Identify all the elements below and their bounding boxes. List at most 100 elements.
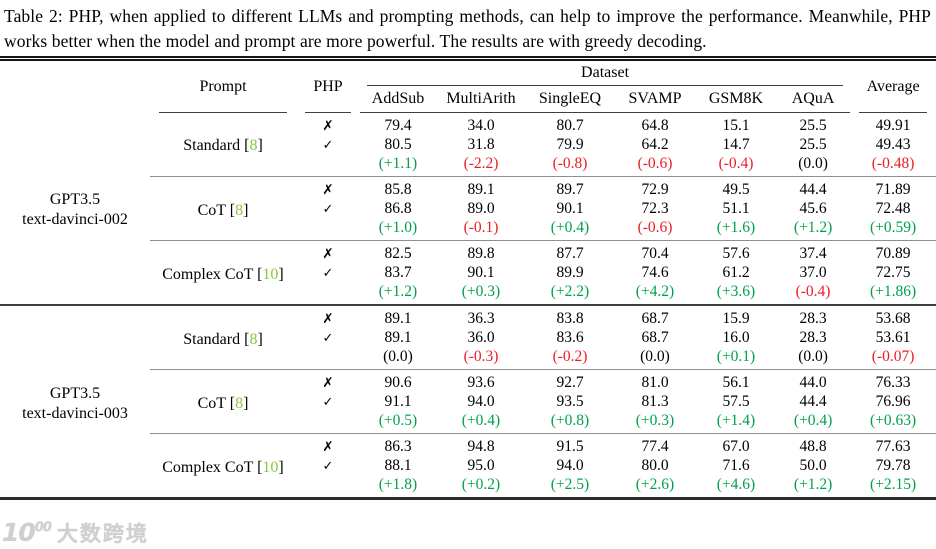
score-cell: 83.7 [384, 264, 412, 281]
score-cell: 89.0 [467, 200, 495, 217]
score-cell: 76.33 [850, 369, 936, 392]
delta-cell: (+1.1) [378, 155, 418, 172]
score-cell: 61.2 [722, 264, 750, 281]
delta-cell: (+1.4) [716, 412, 756, 429]
delta-cell: (0.0) [640, 348, 670, 365]
col-header-multiarith: MultiArith [436, 85, 526, 113]
score-cell: 74.6 [641, 264, 669, 281]
delta-cell: (+1.2) [793, 219, 833, 236]
delta-cell: (+0.4) [550, 219, 590, 236]
score-cell: 70.4 [614, 240, 696, 263]
citation-ref: 8 [249, 137, 258, 155]
delta-cell: (-0.4) [718, 155, 754, 172]
delta-cell: (-0.6) [637, 219, 673, 236]
score-cell: 37.4 [776, 240, 851, 263]
score-cell: 77.63 [850, 433, 936, 456]
delta-cell: (-0.2) [552, 348, 588, 365]
table-row: CoT [8] ✗ 85.8 89.1 89.7 72.9 49.5 44.4 71.89 [0, 176, 936, 241]
score-cell: 83.8 [526, 304, 614, 328]
table-row: ✓ 88.1 95.0 94.0 80.0 71.6 50.0 79.78 [0, 456, 936, 476]
col-header-average: Average [850, 58, 936, 113]
table-row: ✓ 91.1 94.0 93.5 81.3 57.5 44.4 76.96 [0, 392, 936, 412]
php-empty-cell [296, 412, 360, 434]
score-cell: 68.7 [641, 329, 669, 346]
table-row: GPT3.5 text-davinci-002 Standard [8] ✗ 79.4 3… [0, 113, 936, 229]
table-body: GPT3.5 text-davinci-002 Standard [8] ✗ 79.4 3… [0, 113, 936, 499]
score-cell: 89.1 [384, 329, 412, 346]
delta-cell: (-2.2) [463, 155, 499, 172]
score-cell: 91.5 [526, 433, 614, 456]
php-empty-cell [296, 283, 360, 305]
delta-cell: (+2.5) [550, 476, 590, 493]
score-cell: 57.5 [722, 393, 750, 410]
score-cell: 71.6 [722, 457, 750, 474]
delta-cell: (-0.8) [552, 155, 588, 172]
score-cell: 15.9 [696, 304, 776, 328]
table-row: Complex CoT [10] ✗ 86.3 94.8 91.5 77.4 67.0 48.… [0, 433, 936, 499]
score-cell: 94.8 [436, 433, 526, 456]
cross-icon: ✗ [296, 304, 360, 328]
score-cell: 44.4 [799, 393, 827, 410]
delta-cell: (+0.8) [550, 412, 590, 429]
citation-ref: 10 [262, 458, 279, 476]
delta-cell: (+1.2) [793, 476, 833, 493]
delta-cell: (+0.63) [869, 412, 917, 429]
table-row: GPT3.5 text-davinci-003 Standard [8] ✗ 89.1 3… [0, 304, 936, 499]
delta-cell: (+1.8) [378, 476, 418, 493]
check-icon: ✓ [322, 330, 334, 346]
delta-cell: (-0.6) [637, 155, 673, 172]
score-cell: 31.8 [467, 136, 495, 153]
delta-cell: (-0.4) [795, 283, 831, 300]
delta-cell: (+2.2) [550, 283, 590, 300]
score-cell: 82.5 [360, 240, 436, 263]
table-row: (+1.2) (+0.3) (+2.2) (+4.2) (+3.6) (-0.4) (+1.… [0, 283, 936, 305]
prompt-label: CoT [8] [150, 369, 296, 434]
prompt-label: CoT [8] [150, 176, 296, 241]
table-row: (0.0) (-0.3) (-0.2) (0.0) (+0.1) (0.0) (-0.07) [0, 348, 936, 370]
cross-icon: ✗ [296, 176, 360, 199]
citation-ref: 8 [235, 201, 244, 219]
score-cell: 76.96 [875, 393, 911, 410]
score-cell: 53.68 [850, 304, 936, 328]
score-cell: 16.0 [722, 329, 750, 346]
prompt-label: Standard [8] [150, 304, 296, 370]
cross-icon: ✗ [322, 117, 334, 134]
col-header-dataset: Dataset [360, 58, 851, 86]
delta-cell: (-0.1) [463, 219, 499, 236]
results-table: Prompt PHP Dataset Average AddSub MultiA… [0, 56, 936, 500]
score-cell: 91.1 [384, 393, 412, 410]
score-cell: 89.7 [526, 176, 614, 199]
table-caption: Table 2: PHP, when applied to different … [4, 6, 931, 51]
score-cell: 89.1 [360, 304, 436, 328]
delta-cell: (+0.5) [378, 412, 418, 429]
watermark: 1000 大数跨境 [2, 518, 149, 548]
col-header-aqua: AQuA [776, 85, 851, 113]
score-cell: 28.3 [776, 304, 851, 328]
score-cell: 81.0 [614, 369, 696, 392]
php-empty-cell [296, 348, 360, 370]
score-cell: 86.8 [384, 200, 412, 217]
score-cell: 67.0 [696, 433, 776, 456]
score-cell: 50.0 [799, 457, 827, 474]
score-cell: 72.75 [875, 264, 911, 281]
score-cell: 64.2 [641, 136, 669, 153]
php-empty-cell [296, 219, 360, 241]
citation-ref: 10 [262, 265, 279, 283]
score-cell: 25.5 [799, 136, 827, 153]
col-header-prompt: Prompt [150, 58, 296, 113]
score-cell: 14.7 [722, 136, 750, 153]
score-cell: 53.61 [875, 329, 911, 346]
delta-cell: (+1.6) [716, 219, 756, 236]
score-cell: 68.7 [614, 304, 696, 328]
delta-cell: (+1.86) [869, 283, 917, 300]
col-header-svamp: SVAMP [614, 85, 696, 113]
delta-cell: (+1.2) [378, 283, 418, 300]
php-empty-cell [296, 476, 360, 499]
model-column-header [0, 59, 150, 113]
prompt-label: Complex CoT [10] [150, 240, 296, 305]
score-cell: 90.1 [467, 264, 495, 281]
check-icon: ✓ [322, 201, 334, 217]
delta-cell: (+4.6) [716, 476, 756, 493]
score-cell: 93.5 [556, 393, 584, 410]
score-cell: 57.6 [696, 240, 776, 263]
